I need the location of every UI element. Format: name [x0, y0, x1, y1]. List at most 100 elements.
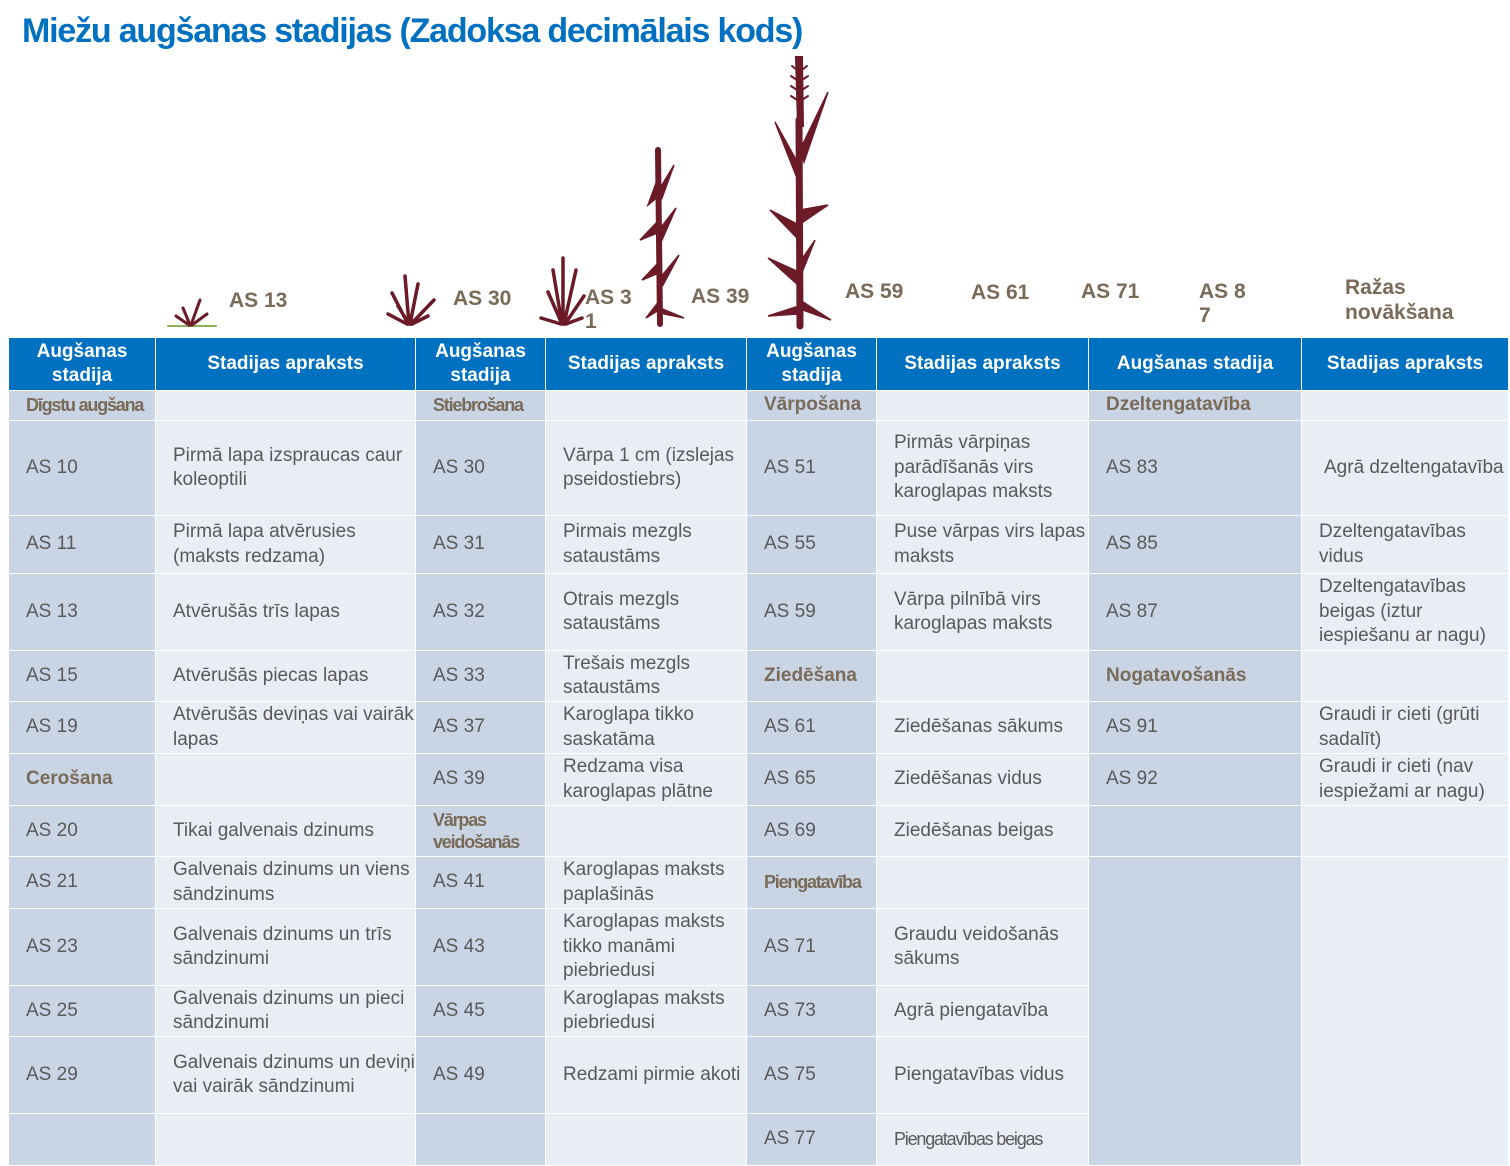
growth-stages-table: Augšanas stadija Stadijas apraksts Augša… — [8, 337, 1509, 1166]
plant-as13-icon — [167, 298, 217, 327]
stage-code: AS 75 — [746, 1036, 877, 1114]
stage-description: Piengatavības vidus — [876, 1036, 1089, 1114]
stage-code: AS 69 — [746, 805, 877, 857]
stage-description: Redzama visa karoglapas plātne — [545, 753, 747, 806]
stage-label-as61: AS 61 — [971, 281, 1030, 304]
table-row: AS 10 Pirmā lapa izspraucas caur koleopt… — [8, 420, 1509, 516]
header-stage-2: Augšanas stadija — [415, 337, 546, 391]
table-cell — [155, 390, 416, 421]
table-row: AS 21 Galvenais dzinums un viens sāndzin… — [8, 856, 1509, 1166]
stage-code: AS 83 — [1088, 420, 1302, 516]
header-stage-4: Augšanas stadija — [1088, 337, 1302, 391]
stage-code: AS 61 — [746, 701, 877, 754]
group-label: Dīgstu augšana — [8, 390, 156, 421]
table-row: AS 23 Galvenais dzinums un trīs sāndzinu… — [8, 908, 1509, 986]
table-row: AS 13 Atvērušās trīs lapas AS 32 Otrais … — [8, 573, 1509, 651]
group-label: Nogatavošanās — [1088, 650, 1302, 702]
table-cell — [876, 650, 1089, 702]
group-label: Dzeltengatavība — [1088, 390, 1302, 421]
stage-description: Karoglapa tikko saskatāma — [545, 701, 747, 754]
stage-code: AS 51 — [746, 420, 877, 516]
table-cell — [876, 856, 1089, 909]
empty-description-cell — [1301, 856, 1509, 1166]
group-label: Ziedēšana — [746, 650, 877, 702]
stage-description: Dzeltengatavības beigas (iztur iespiešan… — [1301, 573, 1509, 651]
stage-code: AS 33 — [415, 650, 546, 702]
stage-description: Trešais mezgls sataustāms — [545, 650, 747, 702]
stage-code: AS 30 — [415, 420, 546, 516]
stage-code: AS 77 — [746, 1113, 877, 1166]
table-cell — [1301, 390, 1509, 421]
stage-code: AS 25 — [8, 985, 156, 1037]
stage-description: Karoglapas maksts tikko manāmi piebriedu… — [545, 908, 747, 986]
table-row: AS 25 Galvenais dzinums un pieci sāndzin… — [8, 985, 1509, 1037]
stage-description: Pirmā lapa atvērusies (maksts redzama) — [155, 515, 416, 574]
stage-description: Pirmā lapa izspraucas caur koleoptili — [155, 420, 416, 516]
stage-code: AS 23 — [8, 908, 156, 986]
table-row: AS 77 Piengatavības beigas — [8, 1113, 1509, 1166]
stage-description: Atvērušās trīs lapas — [155, 573, 416, 651]
stage-description: Graudi ir cieti (nav iespiežami ar nagu) — [1301, 753, 1509, 806]
stage-code: AS 32 — [415, 573, 546, 651]
header-description-2: Stadijas apraksts — [545, 337, 747, 391]
table-cell — [545, 805, 747, 857]
table-header-row: Augšanas stadija Stadijas apraksts Augša… — [8, 337, 1509, 391]
stage-code: AS 13 — [8, 573, 156, 651]
stage-description: Karoglapas maksts paplašinās — [545, 856, 747, 909]
stage-code: AS 85 — [1088, 515, 1302, 574]
header-description-3: Stadijas apraksts — [876, 337, 1089, 391]
stage-description: Galvenais dzinums un viens sāndzinums — [155, 856, 416, 909]
stage-label-harvest: Ražas novākšana — [1345, 276, 1454, 324]
table-row: Dīgstu augšana Stiebrošana Vārpošana Dze… — [8, 390, 1509, 421]
plant-as30-icon — [386, 274, 436, 326]
stage-code: AS 31 — [415, 515, 546, 574]
table-row: AS 15 Atvērušās piecas lapas AS 33 Treša… — [8, 650, 1509, 702]
stage-description: Graudu veidošanās sākums — [876, 908, 1089, 986]
page-title: Miežu augšanas stadijas (Zadoksa decimāl… — [22, 12, 803, 50]
stage-code: AS 45 — [415, 985, 546, 1037]
stage-description: Galvenais dzinums un deviņi vai vairāk s… — [155, 1036, 416, 1114]
stage-description: Galvenais dzinums un pieci sāndzinumi — [155, 985, 416, 1037]
stage-code: AS 65 — [746, 753, 877, 806]
stage-description: Redzami pirmie akoti — [545, 1036, 747, 1114]
stage-code: AS 19 — [8, 701, 156, 754]
stage-code: AS 87 — [1088, 573, 1302, 651]
stage-description: Ziedēšanas vidus — [876, 753, 1089, 806]
stage-code: AS 37 — [415, 701, 546, 754]
table-cell — [545, 390, 747, 421]
stage-label-as87: AS 8 7 — [1199, 280, 1246, 327]
stage-description — [155, 1113, 416, 1166]
stage-code — [8, 1113, 156, 1166]
stage-code: AS 29 — [8, 1036, 156, 1114]
stage-code: AS 39 — [415, 753, 546, 806]
stage-description: Pirmais mezgls sataustāms — [545, 515, 747, 574]
table-cell — [876, 390, 1089, 421]
stage-code: AS 43 — [415, 908, 546, 986]
stage-code: AS 73 — [746, 985, 877, 1037]
stage-code: AS 10 — [8, 420, 156, 516]
stage-label-as71: AS 71 — [1081, 280, 1140, 303]
table-cell — [1088, 805, 1302, 857]
stage-description: Puse vārpas virs lapas maksts — [876, 515, 1089, 574]
header-stage-1: Augšanas stadija — [8, 337, 156, 391]
group-label: Stiebrošana — [415, 390, 546, 421]
plant-as59-icon — [767, 56, 832, 330]
stage-description — [545, 1113, 747, 1166]
stage-description: Dzeltengatavības vidus — [1301, 515, 1509, 574]
stage-code: AS 55 — [746, 515, 877, 574]
stage-label-as31: AS 3 1 — [585, 286, 632, 333]
table-cell — [1301, 805, 1509, 857]
header-stage-3: Augšanas stadija — [746, 337, 877, 391]
group-label: Cerošana — [8, 753, 156, 806]
stage-code: AS 21 — [8, 856, 156, 909]
stage-description: Pirmās vārpiņas parādīšanās virs karogla… — [876, 420, 1089, 516]
stage-description: Tikai galvenais dzinums — [155, 805, 416, 857]
stage-description: Atvērušās deviņas vai vairāk lapas — [155, 701, 416, 754]
stage-code: AS 20 — [8, 805, 156, 857]
table-cell — [155, 753, 416, 806]
header-description-4: Stadijas apraksts — [1301, 337, 1509, 391]
stage-description: Otrais mezgls sataustāms — [545, 573, 747, 651]
stage-code: AS 71 — [746, 908, 877, 986]
stage-code: AS 92 — [1088, 753, 1302, 806]
table-row: AS 11 Pirmā lapa atvērusies (maksts redz… — [8, 515, 1509, 574]
